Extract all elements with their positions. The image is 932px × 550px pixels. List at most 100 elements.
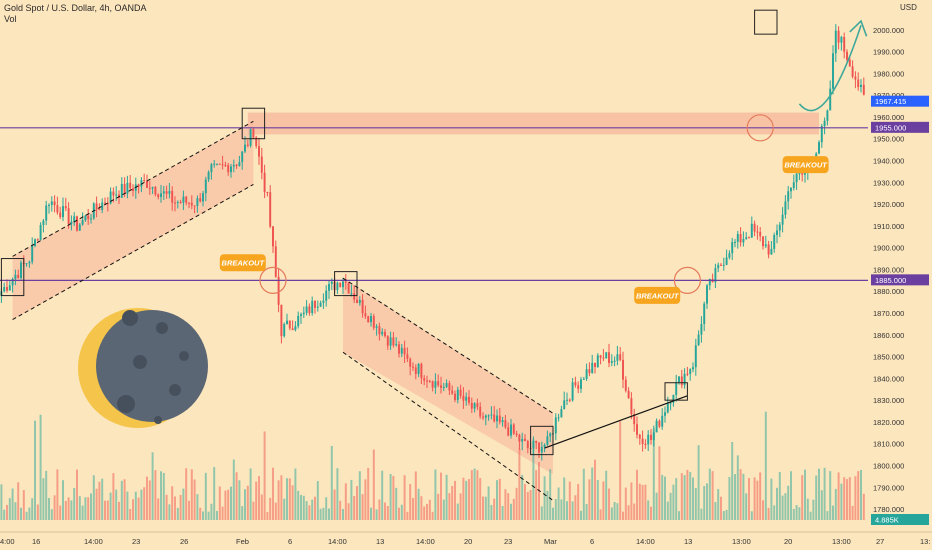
candle-body [636,424,638,435]
volume-bar [395,487,398,520]
volume-bar [734,474,736,520]
candle-body [302,312,305,315]
volume-bar [56,469,59,520]
candle-body [294,326,297,331]
volume-bar [235,472,238,520]
candle-body [87,215,90,220]
candle-body [218,163,221,165]
time-tick: 16 [32,537,40,546]
volume-bar [526,491,529,520]
volume-bar [647,500,650,520]
candle-body [700,324,703,335]
volume-bar [490,504,493,520]
volume-bar [319,508,322,520]
candle-body [36,239,39,241]
candle-body [675,382,678,395]
candle-body [263,172,266,193]
candle-body [678,376,680,383]
candle-body [241,151,244,163]
candle-body [62,206,64,218]
candle-body [409,358,412,367]
candle-body [840,36,843,43]
volume-bar [717,489,720,520]
volume-bar [409,484,412,520]
volume-bar [694,487,697,520]
price-tick: 1980.000 [873,69,904,78]
candle-body [473,403,476,409]
volume-bar [389,473,392,520]
volume-bar [843,477,846,520]
volume-bar [599,509,602,520]
volume-bar [706,483,708,520]
candle-body [487,415,490,417]
price-tick: 1860.000 [873,331,904,340]
candle-body [372,316,375,328]
candle-body [157,194,160,198]
volume-bar [400,504,403,520]
candle-body [162,191,165,194]
volume-bar [370,507,372,520]
volume-bar [720,496,722,520]
candle-body [14,274,17,280]
candle-body [686,373,689,375]
volume-bar [132,499,134,520]
candle-body [81,220,84,225]
candle-body [176,201,179,203]
candle-body [580,379,582,389]
candle-body [739,234,742,243]
candle-body [818,142,820,154]
volume-bar [266,511,269,520]
candle-body [297,315,300,327]
highlight-box [754,9,778,35]
candle-body [720,264,722,266]
volume-bar [801,475,804,520]
candle-body [11,279,14,286]
moon-crater [117,395,135,413]
candle-body [50,201,53,205]
volume-bar [20,507,22,520]
candle-body [664,412,666,416]
candle-body [199,198,202,202]
volume-bar [496,480,498,520]
candle-body [414,367,417,374]
volume-bar [165,494,168,520]
candle-body [39,224,42,240]
volume-bar [739,469,742,520]
candle-body [188,202,190,204]
candle-body [204,179,207,194]
candle-body [20,262,22,279]
candle-body [507,427,510,436]
candle-body [543,444,546,447]
volume-bar [288,478,291,520]
volume-bar [300,494,302,520]
volume-bar [190,469,193,520]
candle-body [34,239,36,246]
volume-bar [507,493,510,520]
volume-bar [857,471,860,520]
volume-bar [753,477,756,520]
volume-bar [767,507,770,520]
volume-bar [361,494,364,520]
candle-body [64,206,67,209]
volume-bar [330,445,333,520]
time-tick: 14:00 [416,537,435,546]
volume-bar [232,459,235,520]
candle-body [370,316,372,323]
volume-bar [756,480,759,520]
candle-body [8,285,11,291]
volume-bar [375,509,378,520]
candle-body [353,293,356,300]
resistance-zone [247,112,820,135]
price-tick: 1970.000 [873,91,904,100]
candle-body [120,183,123,198]
volume-bar [619,421,622,520]
time-tick: 13:00 [732,537,751,546]
candle-body [269,192,272,227]
candle-body [591,362,594,374]
candle-body [672,394,675,403]
volume-bar [582,468,585,520]
candle-body [834,30,837,54]
volume-bar [106,500,109,520]
